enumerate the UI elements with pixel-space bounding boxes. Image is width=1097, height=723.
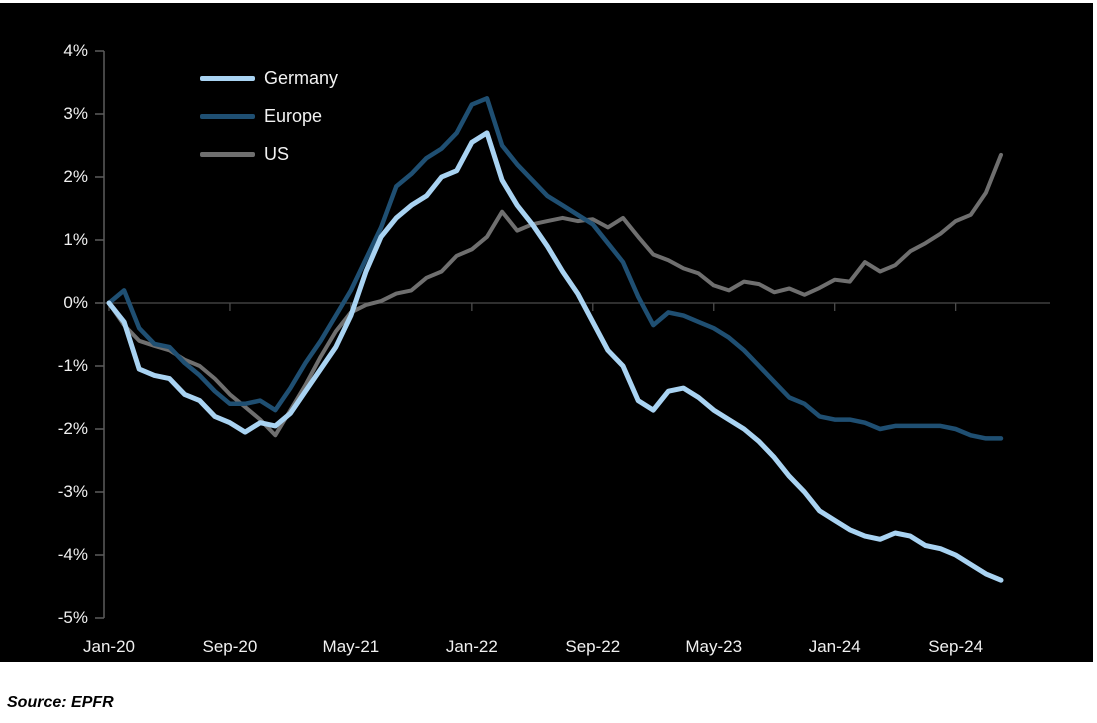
y-tick-label: -3% bbox=[57, 482, 88, 501]
us-line-swatch-icon bbox=[200, 151, 255, 157]
y-tick-label: 3% bbox=[63, 104, 88, 123]
legend: Germany Europe US bbox=[200, 59, 338, 173]
legend-item-europe: Europe bbox=[200, 97, 338, 135]
x-tick-label: Jan-22 bbox=[445, 637, 498, 656]
x-tick-label: May-23 bbox=[685, 637, 743, 656]
x-tick-label: Jan-20 bbox=[83, 637, 135, 656]
y-tick-label: 4% bbox=[63, 41, 88, 60]
y-tick-label: -4% bbox=[57, 545, 88, 564]
source-note: Source: EPFR bbox=[7, 694, 114, 711]
europe-line bbox=[106, 96, 1004, 441]
us-line bbox=[107, 152, 1003, 438]
x-tick-label: Sep-22 bbox=[565, 637, 621, 656]
y-tick-label: 0% bbox=[63, 293, 88, 312]
y-tick-label: 1% bbox=[63, 230, 88, 249]
germany-line-swatch-icon bbox=[200, 75, 255, 81]
germany-line bbox=[106, 130, 1004, 583]
x-tick-label: Sep-24 bbox=[928, 637, 984, 656]
y-tick-label: -1% bbox=[57, 356, 88, 375]
legend-label: Europe bbox=[264, 105, 323, 126]
x-tick-label: Sep-20 bbox=[202, 637, 258, 656]
x-tick-label: Jan-24 bbox=[808, 637, 861, 656]
x-tick-label: May-21 bbox=[322, 637, 380, 656]
chart-panel bbox=[0, 3, 1093, 662]
y-tick-label: -5% bbox=[57, 608, 88, 627]
y-tick-label: 2% bbox=[63, 167, 88, 186]
legend-item-us: US bbox=[200, 135, 338, 173]
legend-item-germany: Germany bbox=[200, 59, 338, 97]
y-tick-label: -2% bbox=[57, 419, 88, 438]
legend-label: US bbox=[264, 143, 290, 164]
europe-line-swatch-icon bbox=[200, 113, 255, 119]
legend-label: Germany bbox=[264, 67, 339, 88]
